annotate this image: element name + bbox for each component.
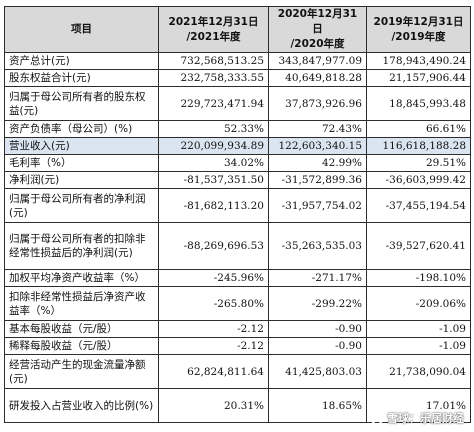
row-label: 资产负债率（母公司）(%)	[4, 120, 159, 138]
table-row: 归属于母公司所有者的扣除非经常性损益后的净利润(元) -88,269,696.5…	[4, 222, 471, 270]
row-label: 营业收入(元)	[4, 137, 159, 155]
row-label: 归属于母公司所有者的股东权益(元)	[4, 86, 159, 121]
snowball-icon	[370, 411, 384, 425]
row-label: 归属于母公司所有者的净利润(元)	[4, 188, 159, 223]
table-row: 毛利率（%） 34.02% 42.99% 29.51%	[4, 154, 471, 172]
cell-2021: 232,758,333.55	[158, 69, 269, 87]
cell-2021: -81,537,351.50	[158, 171, 269, 189]
row-label: 经营活动产生的现金流量净额(元)	[4, 354, 159, 389]
cell-2019: -37,455,194.54	[366, 188, 471, 223]
cell-2020: 42.99%	[268, 154, 367, 172]
row-label: 毛利率（%）	[4, 154, 159, 172]
cell-2020: 18.65%	[268, 388, 367, 423]
header-2019: 2019年12月31日 /2019年度	[366, 6, 471, 53]
cell-2020: -0.90	[268, 320, 367, 338]
cell-2019: -209.06%	[366, 286, 471, 321]
cell-2021: 20.31%	[158, 388, 269, 423]
cell-2021: -2.12	[158, 337, 269, 355]
cell-2021: 732,568,513.25	[158, 52, 269, 70]
cell-2019: 66.61%	[366, 120, 471, 138]
cell-2020: 343,847,977.09	[268, 52, 367, 70]
cell-2019: 29.51%	[366, 154, 471, 172]
table-row: 基本每股收益（元/股） -2.12 -0.90 -1.09	[4, 320, 471, 338]
table-row: 净利润(元) -81,537,351.50 -31,572,899.36 -36…	[4, 171, 471, 189]
header-2020: 2020年12月31日 /2020年度	[268, 6, 367, 53]
cell-2019: 21,157,906.44	[366, 69, 471, 87]
source-watermark: 雪球：乐居财经	[370, 410, 464, 426]
row-label: 稀释每股收益（元/股）	[4, 337, 159, 355]
cell-2021: -81,682,113.20	[158, 188, 269, 223]
table-row: 研发投入占营业收入的比例(%) 20.31% 18.65% 17.01%	[4, 388, 471, 423]
table-header-row: 项目 2021年12月31日 /2021年度 2020年12月31日 /2020…	[4, 6, 471, 53]
cell-2020: -299.22%	[268, 286, 367, 321]
table-row: 资产负债率（母公司）(%) 52.33% 72.43% 66.61%	[4, 120, 471, 138]
cell-2020: -0.90	[268, 337, 367, 355]
cell-2020: -271.17%	[268, 269, 367, 287]
cell-2021: 229,723,471.94	[158, 86, 269, 121]
cell-2020: 40,649,818.28	[268, 69, 367, 87]
cell-2019: 116,618,188.28	[366, 137, 471, 155]
cell-2020: 37,873,926.96	[268, 86, 367, 121]
header-2021: 2021年12月31日 /2021年度	[158, 6, 269, 53]
cell-2021: 62,824,811.64	[158, 354, 269, 389]
cell-2021: -2.12	[158, 320, 269, 338]
cell-2020: -31,572,899.36	[268, 171, 367, 189]
cell-2021: -265.80%	[158, 286, 269, 321]
cell-2021: 52.33%	[158, 120, 269, 138]
table-row: 稀释每股收益（元/股） -2.12 -0.90 -1.09	[4, 337, 471, 355]
table-row: 归属于母公司所有者的净利润(元) -81,682,113.20 -31,957,…	[4, 188, 471, 223]
financial-data-table: 项目 2021年12月31日 /2021年度 2020年12月31日 /2020…	[4, 6, 471, 423]
row-label: 净利润(元)	[4, 171, 159, 189]
row-label: 资产总计(元)	[4, 52, 159, 70]
cell-2019: -1.09	[366, 320, 471, 338]
watermark-text: 雪球：乐居财经	[387, 412, 464, 425]
cell-2020: -35,263,535.03	[268, 222, 367, 270]
cell-2021: -245.96%	[158, 269, 269, 287]
cell-2021: -88,269,696.53	[158, 222, 269, 270]
cell-2019: -198.10%	[366, 269, 471, 287]
cell-2019: -36,603,999.42	[366, 171, 471, 189]
cell-2020: -31,957,754.02	[268, 188, 367, 223]
cell-2019: 18,845,993.48	[366, 86, 471, 121]
cell-2021: 34.02%	[158, 154, 269, 172]
row-label: 扣除非经常性损益后净资产收益率（%）	[4, 286, 159, 321]
table-row: 扣除非经常性损益后净资产收益率（%） -265.80% -299.22% -20…	[4, 286, 471, 321]
cell-2019: -39,527,620.41	[366, 222, 471, 270]
cell-2019: 21,738,090.04	[366, 354, 471, 389]
row-label: 股东权益合计(元)	[4, 69, 159, 87]
table-row: 归属于母公司所有者的股东权益(元) 229,723,471.94 37,873,…	[4, 86, 471, 121]
cell-2020: 122,603,340.15	[268, 137, 367, 155]
header-item: 项目	[4, 6, 159, 53]
table-row-highlighted: 营业收入(元) 220,099,934.89 122,603,340.15 11…	[4, 137, 471, 155]
row-label: 基本每股收益（元/股）	[4, 320, 159, 338]
cell-2020: 41,425,803.03	[268, 354, 367, 389]
cell-2019: 178,943,490.24	[366, 52, 471, 70]
cell-2021: 220,099,934.89	[158, 137, 269, 155]
table-row: 股东权益合计(元) 232,758,333.55 40,649,818.28 2…	[4, 69, 471, 87]
cell-2019: -1.09	[366, 337, 471, 355]
table-row: 资产总计(元) 732,568,513.25 343,847,977.09 17…	[4, 52, 471, 70]
row-label: 研发投入占营业收入的比例(%)	[4, 388, 159, 423]
table-row: 加权平均净资产收益率（%） -245.96% -271.17% -198.10%	[4, 269, 471, 287]
row-label: 归属于母公司所有者的扣除非经常性损益后的净利润(元)	[4, 222, 159, 270]
row-label: 加权平均净资产收益率（%）	[4, 269, 159, 287]
table-row: 经营活动产生的现金流量净额(元) 62,824,811.64 41,425,80…	[4, 354, 471, 389]
cell-2020: 72.43%	[268, 120, 367, 138]
